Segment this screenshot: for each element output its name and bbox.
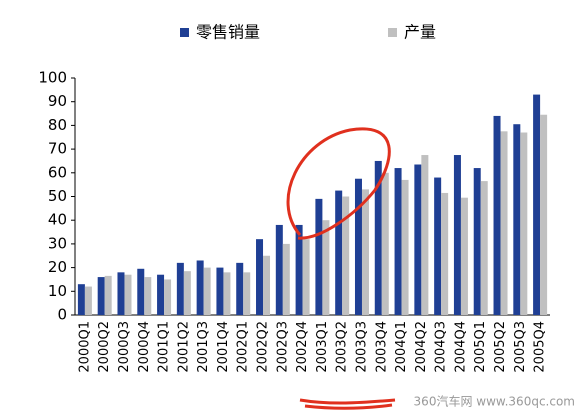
bar [315,198,323,315]
bar [500,131,508,315]
bar [183,271,191,315]
watermark: 360汽车网 www.360qc.com [414,394,575,409]
bar [77,284,85,315]
x-tick-label: 2000Q2 [97,321,112,373]
y-tick-label: 90 [48,92,67,110]
x-tick-label: 2001Q1 [157,321,172,373]
x-tick-label: 2005Q2 [493,321,508,373]
bar [480,181,488,315]
bar [322,220,330,315]
bar [97,277,105,315]
bar [335,190,343,315]
bar [157,274,165,315]
bar [236,262,244,315]
bar [520,132,528,315]
bar [84,286,92,315]
x-tick-label: 2003Q3 [354,321,369,373]
x-tick-label: 2003Q1 [315,321,330,373]
red-underline [299,398,396,410]
y-tick-label: 100 [38,69,67,87]
y-tick-label: 0 [57,306,67,324]
x-tick-label: 2000Q1 [77,321,92,373]
x-tick-label: 2005Q4 [533,321,548,373]
x-tick-label: 2004Q3 [434,321,449,373]
x-tick-label: 2003Q2 [335,321,350,373]
bar [203,267,211,315]
red-circle [286,127,391,240]
legend-swatch [388,28,397,37]
x-tick-label: 2005Q3 [513,321,528,373]
bar [342,196,350,315]
x-tick-label: 2004Q4 [453,321,468,373]
bar [354,178,362,315]
x-tick-label: 2000Q3 [117,321,132,373]
bar [263,255,271,315]
legend-label: 零售销量 [196,23,260,42]
y-tick-label: 30 [48,234,67,252]
bar [434,177,442,315]
bar [302,239,310,315]
y-tick-label: 80 [48,116,67,134]
bar [460,197,468,315]
bar [361,189,369,315]
bar [540,114,548,315]
x-tick-label: 2005Q1 [473,321,488,373]
bar [493,115,501,315]
x-tick-label: 2000Q4 [137,321,152,373]
x-tick-label: 2001Q2 [176,321,191,373]
bar [144,277,152,315]
bar [374,160,382,315]
bar [473,168,481,315]
legend-swatch [180,28,189,37]
bar [137,268,145,315]
bar [533,94,541,315]
x-tick-label: 2004Q1 [394,321,409,373]
y-tick-label: 50 [48,187,67,205]
x-tick-label: 2001Q3 [196,321,211,373]
x-tick-label: 2002Q4 [295,321,310,373]
y-tick-label: 40 [48,211,67,229]
annotations [286,127,396,410]
bar [421,155,429,315]
bar [124,274,132,315]
bar [381,172,389,315]
x-tick-label: 2002Q2 [256,321,271,373]
y-tick-label: 60 [48,163,67,181]
bar [176,262,184,315]
bar [117,272,125,315]
y-tick-label: 10 [48,282,67,300]
x-tick-label: 2003Q4 [374,321,389,373]
bar [282,243,290,315]
x-tick-label: 2001Q4 [216,321,231,373]
bar [223,272,231,315]
bar [256,239,264,315]
bar [401,179,409,315]
y-tick-label: 20 [48,258,67,276]
legend-label: 产量 [404,23,436,42]
bar [216,267,224,315]
bar [453,155,461,315]
bar [295,224,303,315]
bar [513,124,521,315]
x-tick-label: 2002Q3 [275,321,290,373]
bar [394,168,402,315]
bar [243,272,251,315]
bar [104,275,112,315]
bar [275,224,283,315]
x-tick-label: 2004Q2 [414,321,429,373]
bar [196,260,204,315]
bar [414,164,422,315]
x-tick-label: 2002Q1 [236,321,251,373]
bar [164,279,172,315]
bar [441,192,449,315]
y-tick-label: 70 [48,140,67,158]
